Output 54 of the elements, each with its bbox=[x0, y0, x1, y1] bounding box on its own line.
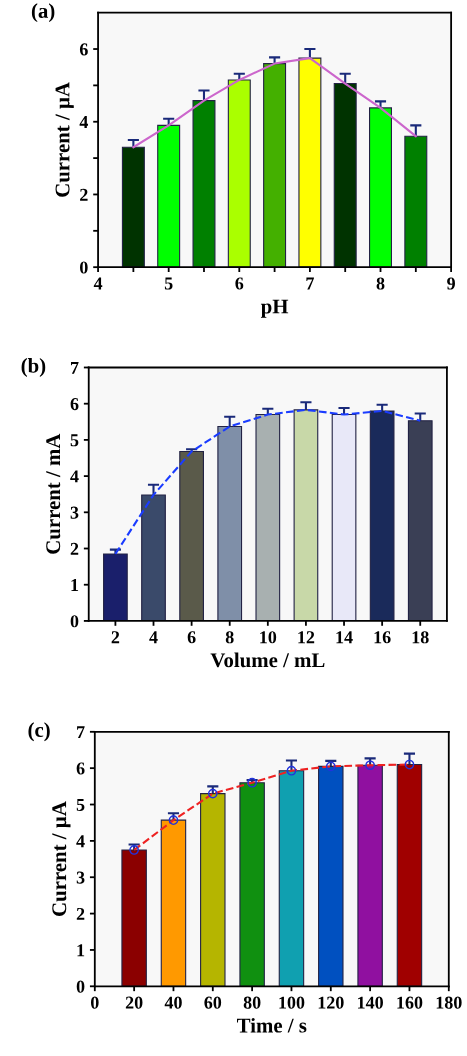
x-tick-label: 8 bbox=[225, 631, 234, 644]
x-axis-title: Volume / mL bbox=[210, 652, 325, 668]
y-tick-label: 6 bbox=[70, 398, 79, 411]
x-tick-label: 7 bbox=[306, 277, 314, 290]
y-tick-label: 0 bbox=[70, 615, 79, 628]
x-tick-label: 60 bbox=[204, 996, 222, 1009]
y-tick-label: 4 bbox=[79, 116, 89, 129]
x-tick-label: 14 bbox=[336, 631, 353, 644]
y-axis-title: Current / µA bbox=[55, 82, 74, 197]
x-tick-label: 120 bbox=[318, 996, 344, 1009]
x-tick-label: 9 bbox=[447, 277, 455, 290]
y-tick-label: 2 bbox=[70, 542, 79, 555]
y-tick-label: 7 bbox=[71, 361, 79, 374]
x-tick-label: 180 bbox=[436, 996, 462, 1009]
x-axis-title: pH bbox=[260, 299, 289, 318]
text: (a) bbox=[31, 3, 55, 23]
x-tick-label: 8 bbox=[376, 277, 385, 290]
text: (b) bbox=[21, 358, 46, 377]
x-axis-title: Time / s bbox=[237, 1017, 307, 1033]
x-tick-label: 140 bbox=[358, 996, 383, 1009]
y-tick-label: 2 bbox=[80, 188, 88, 201]
y-tick-label: 5 bbox=[76, 798, 85, 811]
y-tick-label: 4 bbox=[70, 470, 79, 483]
y-tick-label: 6 bbox=[76, 762, 85, 775]
y-tick-label: 0 bbox=[76, 980, 85, 993]
x-tick-label: 40 bbox=[164, 996, 182, 1009]
x-tick-label: 0 bbox=[90, 996, 99, 1009]
x-tick-label: 12 bbox=[298, 631, 315, 644]
x-tick-label: 160 bbox=[397, 996, 423, 1009]
x-tick-label: 18 bbox=[412, 631, 429, 644]
y-tick-label: 5 bbox=[70, 434, 79, 447]
x-tick-label: 10 bbox=[260, 631, 277, 644]
x-tick-label: 16 bbox=[374, 631, 391, 644]
text: (c) bbox=[28, 722, 50, 742]
y-tick-label: 0 bbox=[80, 261, 88, 274]
x-tick-label: 4 bbox=[93, 277, 103, 290]
x-tick-label: 80 bbox=[243, 996, 261, 1009]
x-tick-label: 6 bbox=[235, 277, 244, 290]
x-tick-label: 100 bbox=[279, 996, 305, 1009]
y-tick-label: 7 bbox=[77, 726, 85, 739]
x-tick-label: 4 bbox=[149, 631, 158, 644]
y-tick-label: 6 bbox=[79, 43, 88, 56]
x-tick-label: 2 bbox=[111, 631, 120, 644]
y-tick-label: 3 bbox=[70, 506, 79, 519]
y-tick-label: 4 bbox=[76, 835, 85, 848]
y-tick-label: 1 bbox=[77, 944, 85, 957]
y-tick-label: 1 bbox=[71, 579, 79, 591]
y-tick-label: 2 bbox=[76, 907, 85, 920]
x-tick-label: 6 bbox=[187, 631, 196, 644]
x-tick-label: 20 bbox=[125, 996, 143, 1009]
x-tick-label: 5 bbox=[164, 277, 173, 290]
y-tick-label: 3 bbox=[76, 871, 85, 884]
y-axis-title: Current / µA bbox=[52, 801, 71, 916]
y-axis-title: Current / mA bbox=[46, 433, 61, 554]
